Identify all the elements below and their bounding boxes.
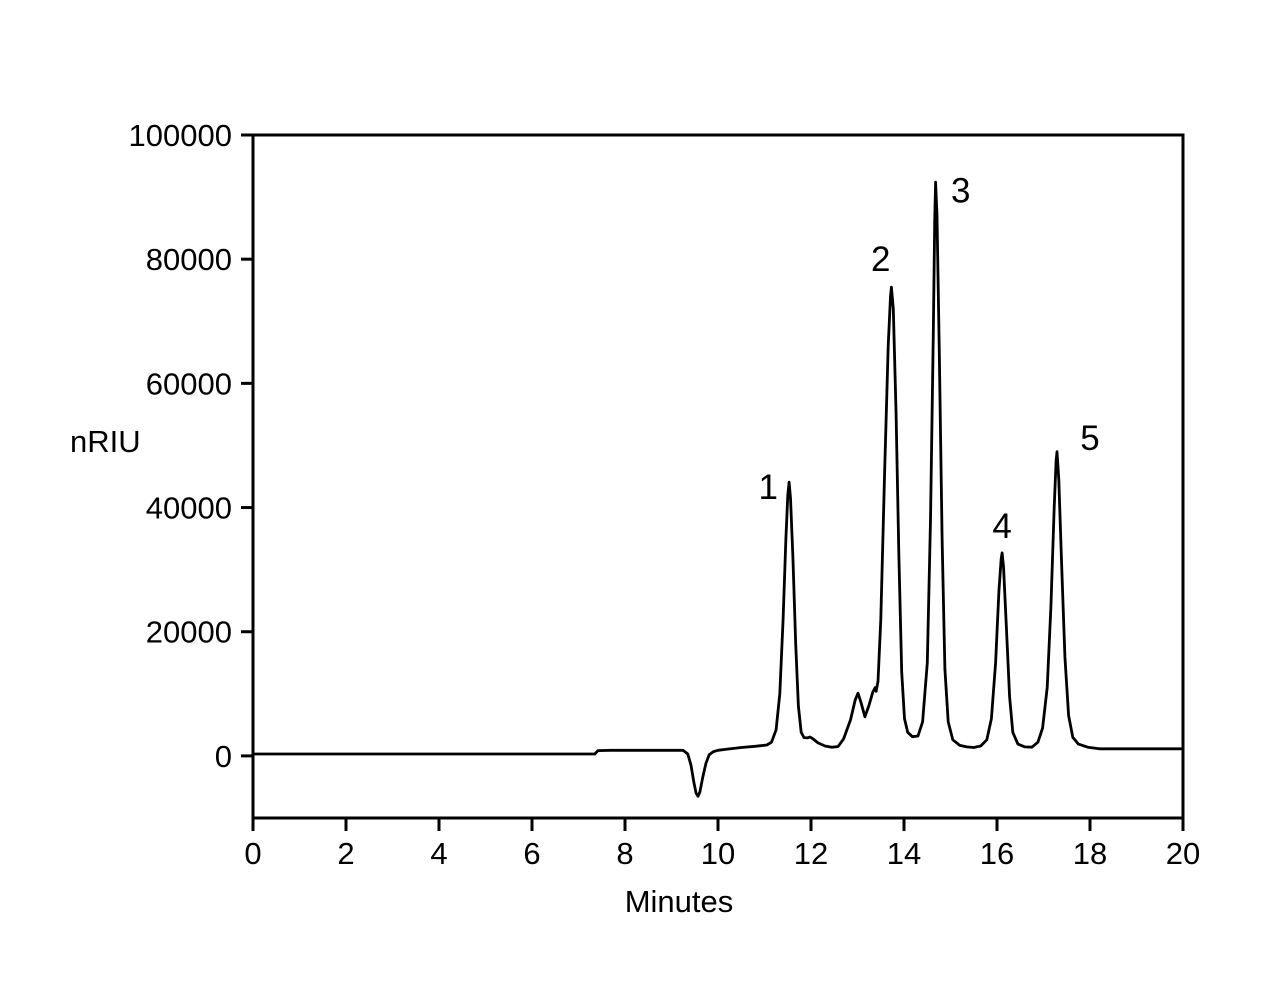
x-tick-label: 0 [244, 836, 261, 871]
peak-label-4: 4 [992, 507, 1011, 546]
x-tick-label: 4 [430, 836, 447, 871]
y-tick-label: 20000 [146, 615, 232, 650]
y-tick-label: 40000 [146, 491, 232, 526]
y-tick-label: 80000 [146, 242, 232, 277]
x-tick-label: 2 [337, 836, 354, 871]
x-tick-label: 12 [794, 836, 828, 871]
x-tick-label: 18 [1073, 836, 1107, 871]
x-axis-label: Minutes [625, 884, 734, 919]
y-tick-label: 0 [215, 739, 232, 774]
y-tick-label: 60000 [146, 366, 232, 401]
x-tick-label: 14 [887, 836, 921, 871]
y-tick-label: 100000 [129, 118, 232, 153]
peak-label-2: 2 [871, 240, 890, 279]
peak-label-1: 1 [758, 468, 777, 507]
peak-label-5: 5 [1080, 419, 1099, 458]
y-axis-label: nRIU [70, 424, 141, 459]
peak-label-3: 3 [951, 171, 970, 210]
x-tick-label: 20 [1166, 836, 1200, 871]
x-tick-label: 6 [523, 836, 540, 871]
x-tick-label: 10 [701, 836, 735, 871]
x-tick-label: 16 [980, 836, 1014, 871]
x-tick-label: 8 [616, 836, 633, 871]
signal-trace [251, 180, 1185, 798]
